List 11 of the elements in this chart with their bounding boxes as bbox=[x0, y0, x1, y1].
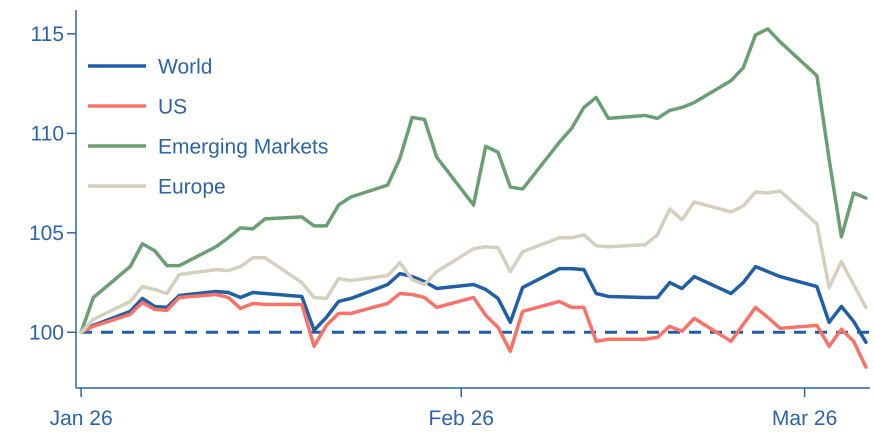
x-tick-label: Mar 26 bbox=[772, 407, 838, 430]
legend-label: US bbox=[158, 95, 188, 118]
legend-label: World bbox=[158, 55, 212, 78]
legend-label: Europe bbox=[158, 175, 226, 198]
x-tick-label: Feb 26 bbox=[428, 407, 494, 430]
y-tick-label: 100 bbox=[28, 322, 64, 345]
y-tick-label: 110 bbox=[30, 122, 64, 146]
legend-label: Emerging Markets bbox=[158, 135, 328, 158]
x-tick-label: Jan 26 bbox=[50, 407, 113, 430]
y-tick-label: 105 bbox=[28, 222, 64, 246]
y-tick-label: 115 bbox=[30, 23, 64, 46]
